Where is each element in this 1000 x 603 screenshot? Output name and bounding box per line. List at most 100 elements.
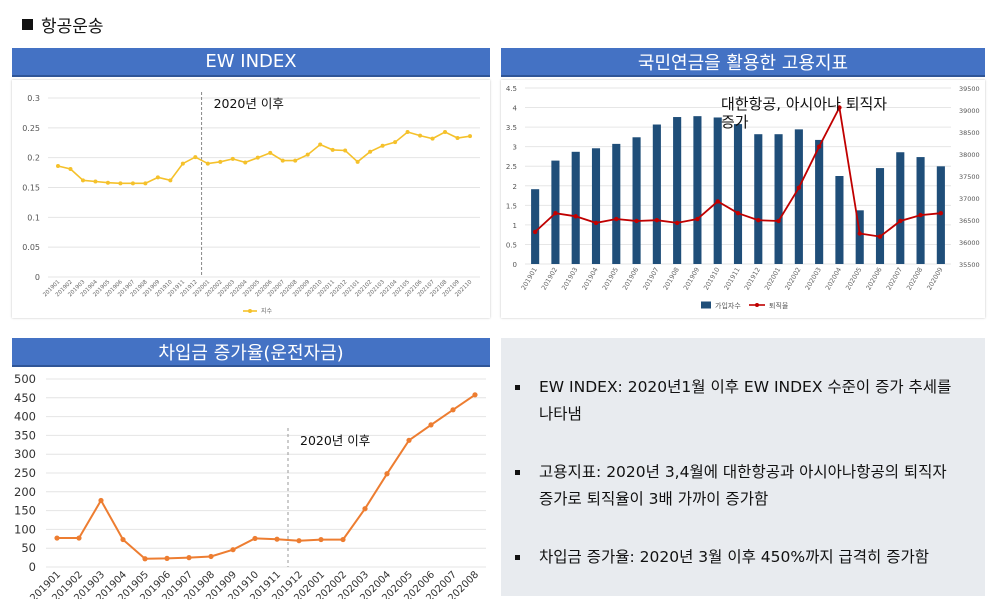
loan-point [76, 535, 82, 541]
loan-point [252, 535, 258, 542]
ew-point [130, 181, 135, 186]
loan-point [406, 437, 412, 443]
emp-point [715, 199, 720, 204]
emp-annotation: 대한항공, 아시아나 퇴직자 증가 [721, 95, 887, 131]
emp-xtick-label: 202001 [763, 266, 782, 292]
ew-point [430, 136, 435, 141]
loan-ytick-label: 300 [14, 447, 36, 461]
ew-point [368, 149, 373, 154]
ew-point [405, 130, 410, 135]
emp-xtick-label: 201901 [520, 266, 539, 292]
employment-chart-panel: 0 0.5 1 1.5 2 2.5 3 3.5 4 4.5 35500 36000 36500 37000… [501, 80, 985, 318]
emp-xtick-label: 201908 [662, 266, 681, 292]
ew-point [393, 140, 398, 145]
emp-bar [754, 134, 763, 264]
emp-point [593, 220, 599, 226]
ew-point [230, 156, 235, 161]
emp-legend-bar-swatch [701, 301, 711, 309]
loan-ytick-label: 0 [29, 560, 36, 574]
emp-ytick-left-label: 1 [513, 222, 517, 230]
emp-bar [571, 151, 580, 264]
ew-point [168, 178, 173, 183]
emp-xtick-label: 202009 [925, 266, 944, 292]
emp-ytick-left-label: 4 [513, 105, 518, 113]
ew-point [118, 181, 123, 186]
emp-point [857, 231, 862, 236]
ew-point [205, 161, 210, 166]
emp-xtick-label: 202007 [885, 266, 904, 292]
loan-point [186, 555, 192, 561]
ew-point [380, 143, 385, 148]
emp-point [674, 220, 680, 226]
loan-point [98, 497, 104, 504]
loan-banner-text: 차입금 증가율(운전자금) [158, 342, 344, 364]
loan-point [274, 536, 280, 542]
emp-ytick-right-label: 38500 [959, 129, 980, 137]
emp-bar [612, 143, 621, 264]
loan-ytick-label: 200 [14, 485, 36, 499]
ew-ytick-label: 0.3 [27, 94, 40, 103]
loan-point [362, 506, 368, 512]
ew-banner-text: EW INDEX [205, 51, 297, 72]
summary-panel: EW INDEX: 2020년1월 이후 EW INDEX 수준이 증가 추세를… [501, 338, 985, 596]
emp-bar [815, 139, 824, 264]
loan-ytick-label: 50 [21, 541, 36, 555]
ew-point [143, 181, 148, 186]
emp-xtick-label: 202008 [905, 266, 924, 292]
emp-ytick-left-label: 0.5 [506, 241, 517, 249]
ew-point [468, 134, 472, 139]
emp-point [816, 144, 822, 149]
ew-point [268, 150, 273, 155]
employment-banner: 국민연금을 활용한 고용지표 [501, 48, 985, 77]
emp-point [756, 217, 761, 223]
ew-point [193, 155, 198, 160]
emp-xtick-label: 202006 [864, 266, 883, 292]
loan-point [164, 555, 170, 561]
emp-xtick-label: 201912 [743, 266, 762, 292]
emp-point [877, 234, 883, 239]
emp-xtick-label: 201911 [722, 266, 741, 292]
emp-xtick-label: 201906 [621, 266, 640, 292]
emp-legend-bar-label: 가입자수 [715, 301, 741, 310]
section-title: 항공운송 [22, 12, 104, 37]
ew-series-line [57, 131, 471, 185]
emp-point [735, 210, 741, 216]
summary-bullet-employment: 고용지표: 2020년 3,4월에 대한항공과 아시아나항공의 퇴직자 증가로 … [511, 459, 965, 513]
emp-ytick-right-label: 37000 [959, 195, 980, 203]
ew-legend-marker [248, 309, 252, 313]
emp-xtick-label: 201903 [560, 266, 579, 292]
emp-point [695, 216, 700, 222]
summary-bullet-loan: 차입금 증가율: 2020년 3월 이후 450%까지 급격히 증가함 [511, 544, 965, 571]
ew-point [355, 159, 360, 164]
emp-bar [713, 117, 722, 264]
loan-ytick-label: 150 [14, 504, 36, 518]
emp-xtick-label: 201910 [702, 266, 721, 292]
loan-point [318, 536, 324, 543]
ew-point [56, 164, 60, 169]
emp-ytick-right-label: 37500 [959, 173, 980, 181]
emp-ytick-left-label: 2.5 [506, 163, 517, 171]
emp-xtick-label: 202005 [844, 266, 863, 292]
emp-legend-line-label: 퇴직율 [769, 301, 789, 310]
emp-ytick-right-label: 38000 [959, 151, 980, 159]
loan-point [450, 407, 456, 413]
loan-point [230, 547, 236, 553]
emp-xtick-label: 201902 [540, 266, 559, 292]
emp-point [776, 218, 781, 224]
emp-point [654, 217, 660, 223]
emp-bar [774, 134, 783, 264]
emp-bar [794, 129, 803, 264]
emp-bar [896, 152, 905, 264]
emp-point [796, 185, 802, 190]
emp-ytick-right-label: 35500 [959, 261, 980, 269]
loan-series-line [57, 393, 476, 560]
loan-ytick-label: 500 [14, 372, 36, 386]
emp-ytick-left-label: 3.5 [506, 124, 517, 132]
emp-ytick-left-label: 4.5 [506, 85, 517, 93]
emp-point [898, 218, 903, 224]
emp-ytick-left-label: 0 [513, 261, 517, 269]
loan-point [208, 553, 214, 560]
loan-ytick-label: 450 [14, 391, 36, 405]
ew-ytick-label: 0.25 [22, 124, 40, 133]
emp-xtick-label: 201907 [641, 266, 660, 292]
